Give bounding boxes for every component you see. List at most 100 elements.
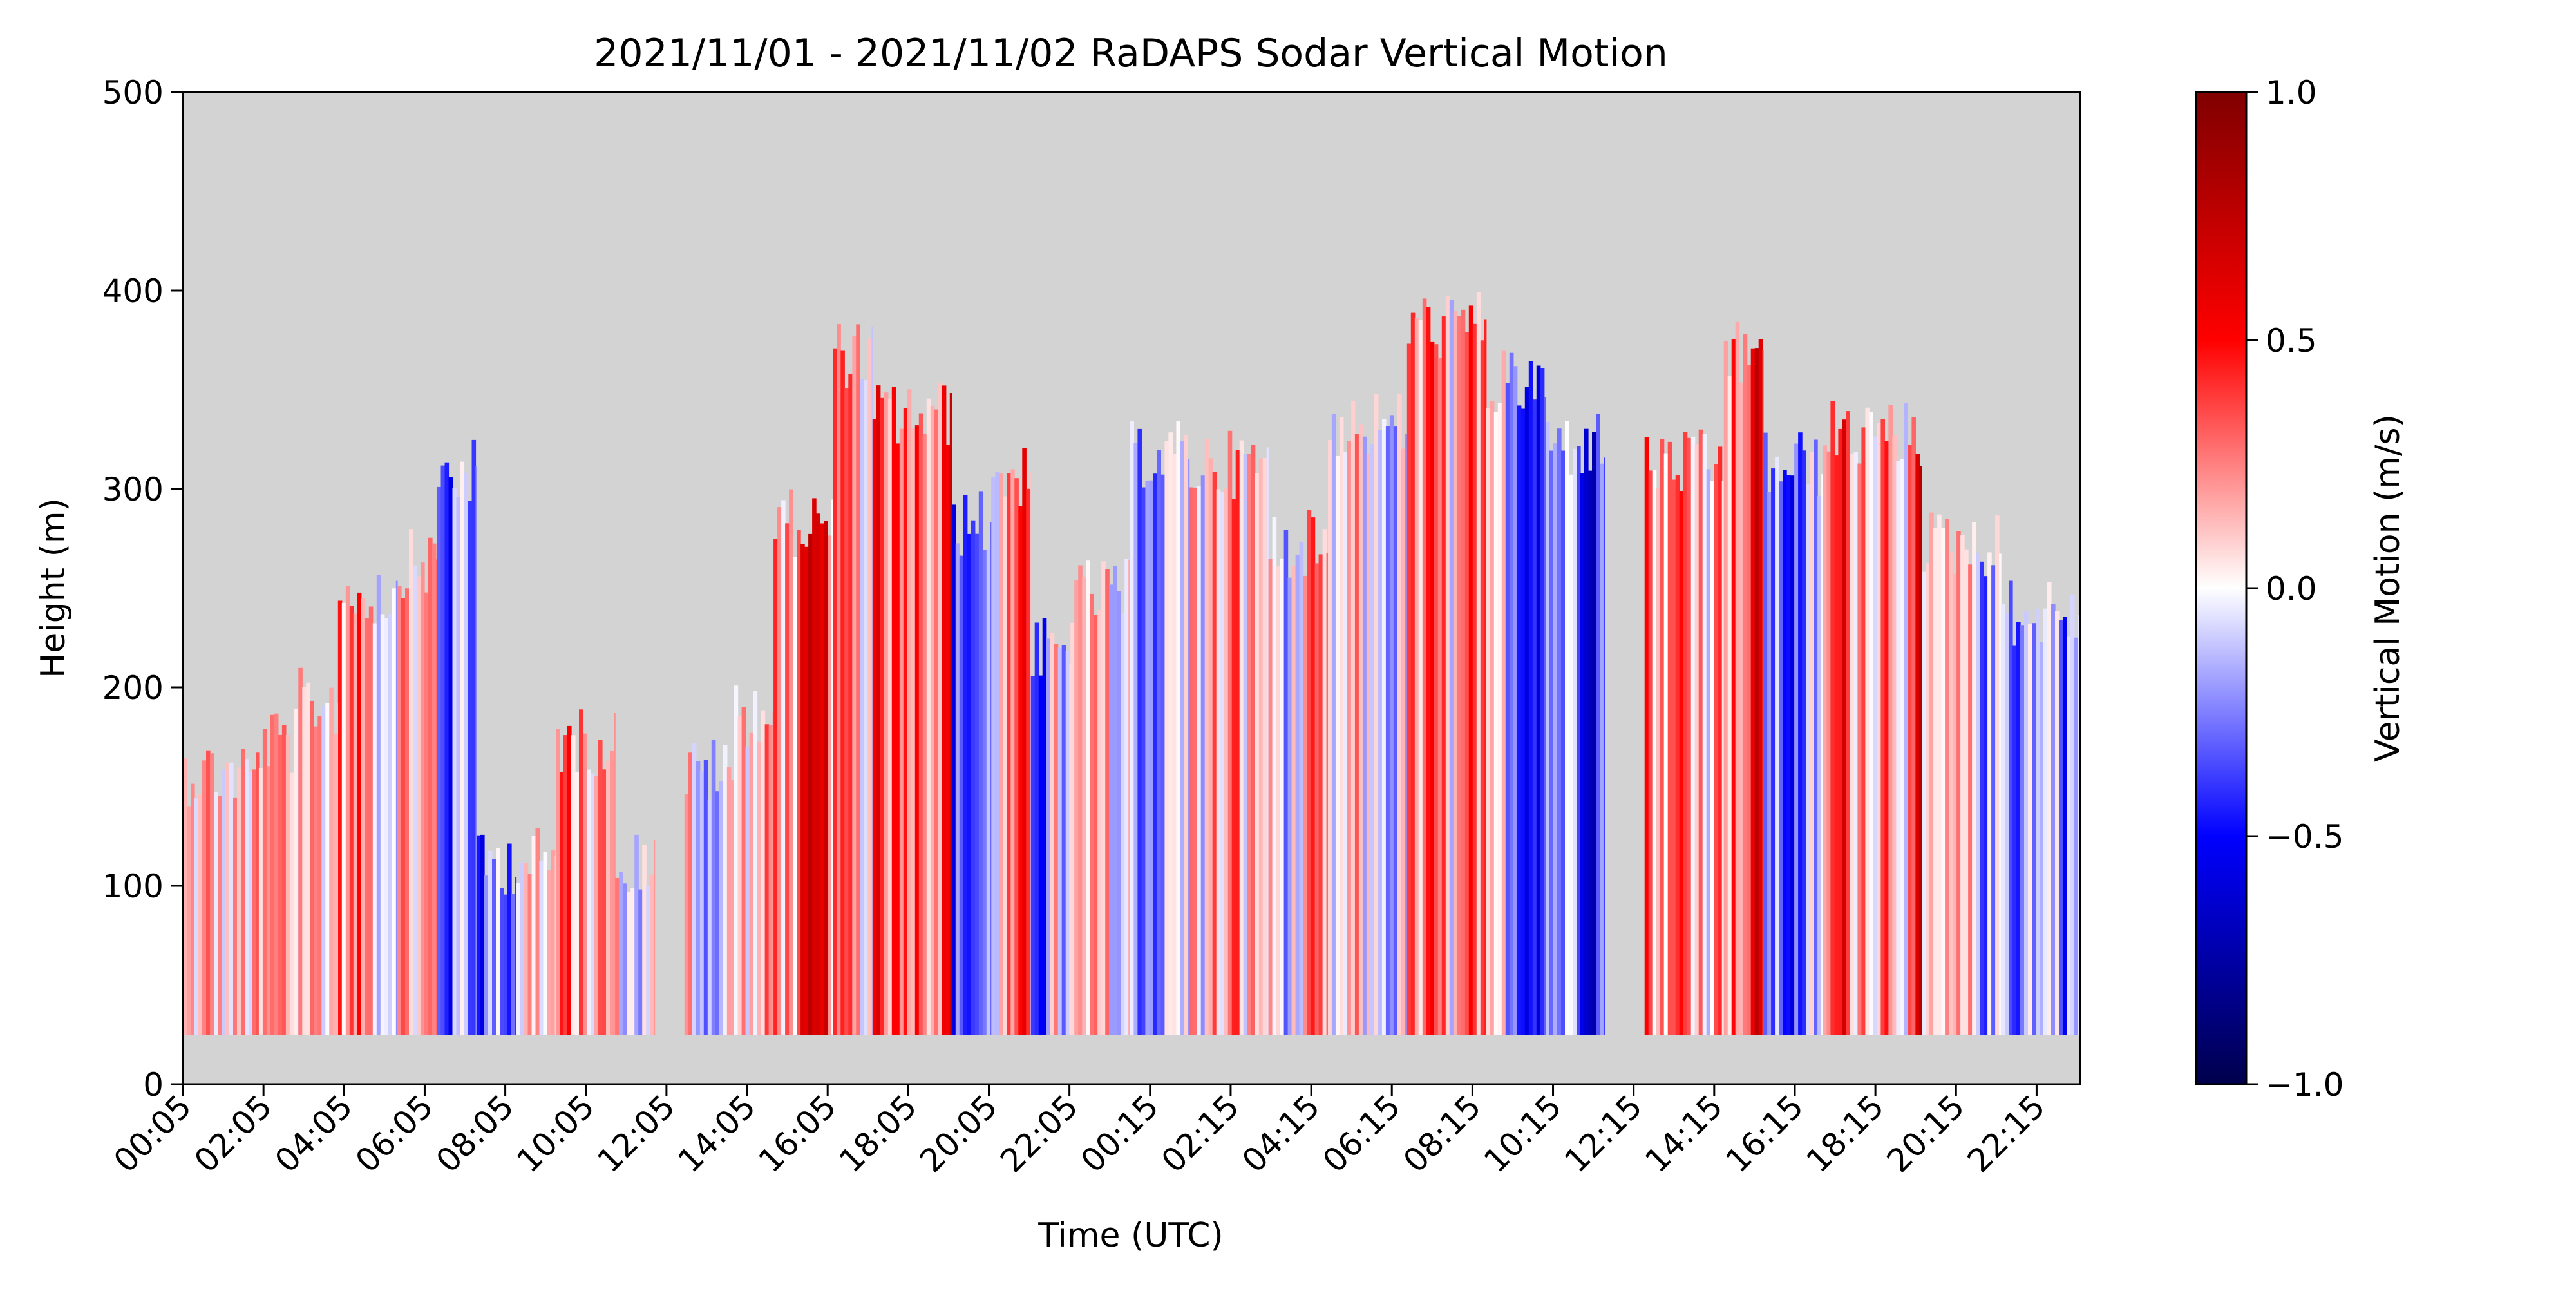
heatmap-cell: [1775, 456, 1779, 1035]
heatmap-cell: [1130, 421, 1134, 1035]
heatmap-cell: [1378, 430, 1383, 1035]
heatmap-cell: [492, 859, 497, 1035]
heatmap-cell: [1561, 450, 1566, 1035]
heatmap-cell: [1243, 454, 1248, 1035]
heatmap-cell: [812, 498, 817, 1035]
heatmap-cell: [1283, 530, 1289, 1035]
heatmap-cell: [1065, 651, 1070, 1035]
heatmap-cell: [741, 707, 746, 1035]
heatmap-cell: [1656, 488, 1661, 1035]
heatmap-cell: [711, 740, 716, 1035]
colorbar-gradient: [2195, 91, 2248, 1085]
y-axis-label: Height (m): [34, 498, 73, 678]
heatmap-cell: [2040, 642, 2044, 1035]
heatmap-cell: [1157, 450, 1161, 1035]
heatmap-cell: [1287, 577, 1293, 1035]
heatmap-cell: [591, 773, 595, 1035]
heatmap-cell: [903, 408, 908, 1035]
heatmap-cell: [278, 734, 283, 1035]
heatmap-cell: [2055, 611, 2060, 1035]
heatmap-cell: [1896, 461, 1900, 1035]
heatmap-cell: [1806, 484, 1810, 1035]
heatmap-cell: [520, 863, 525, 1035]
heatmap-cell: [1667, 441, 1672, 1035]
heatmap-cell: [726, 767, 732, 1035]
heatmap-cell: [1850, 454, 1854, 1035]
heatmap-cell: [1821, 474, 1823, 1035]
heatmap-cell: [1069, 664, 1071, 1035]
heatmap-cell: [1200, 475, 1206, 1035]
heatmap-cell: [615, 877, 620, 1035]
heatmap-cell: [289, 772, 294, 1035]
heatmap-cell: [1097, 609, 1102, 1035]
heatmap-cell: [614, 713, 616, 1035]
heatmap-cell: [749, 732, 754, 1035]
heatmap-cell: [2047, 582, 2052, 1035]
heatmap-cell: [1354, 434, 1359, 1035]
heatmap-cell: [329, 687, 334, 1035]
heatmap-cell: [1172, 454, 1177, 1035]
heatmap-cell: [1362, 436, 1367, 1035]
y-tick-label: 200: [102, 669, 164, 707]
heatmap-cell: [1810, 452, 1814, 1035]
heatmap-cell: [401, 598, 406, 1035]
colorbar-tick-label: −1.0: [2266, 1066, 2344, 1104]
heatmap-cell: [1884, 441, 1889, 1035]
heatmap-cell: [337, 600, 343, 1035]
heatmap-cell: [2024, 611, 2029, 1035]
heatmap-cell: [1414, 317, 1419, 1035]
heatmap-cell: [206, 750, 211, 1035]
heatmap-cell: [1509, 352, 1514, 1035]
heatmap-cell: [258, 768, 263, 1035]
heatmap-cell: [575, 772, 580, 1035]
heatmap-cell: [991, 477, 996, 1035]
heatmap-cell: [1326, 553, 1329, 1035]
heatmap-cell: [384, 618, 389, 1035]
heatmap-cell: [245, 759, 249, 1035]
heatmap-cell: [995, 472, 999, 1035]
heatmap-cell: [210, 753, 214, 1035]
heatmap-cell: [1486, 408, 1491, 1035]
heatmap-cell: [1826, 451, 1831, 1035]
heatmap-cell: [1204, 438, 1209, 1035]
heatmap-cell: [871, 326, 873, 1035]
heatmap-cell: [1747, 365, 1752, 1035]
heatmap-cell: [1915, 454, 1920, 1035]
heatmap-cell: [638, 889, 643, 1035]
heatmap-cell: [1227, 430, 1233, 1035]
heatmap-cell: [753, 691, 758, 1035]
heatmap-cell: [1030, 676, 1036, 1035]
heatmap-cell: [409, 529, 413, 1035]
heatmap-cell: [2020, 625, 2025, 1035]
heatmap-cell: [1339, 417, 1344, 1035]
heatmap-cell: [471, 439, 477, 1035]
heatmap-cell: [1184, 435, 1188, 1035]
heatmap-cell: [1307, 510, 1312, 1035]
colorbar: 1.0 0.5 0.0 −0.5 −1.0 Vertical Motion (m/s): [2195, 74, 2407, 1104]
heatmap-cell: [1381, 419, 1387, 1035]
heatmap-cell: [1911, 417, 1916, 1035]
heatmap-cell: [191, 783, 195, 1035]
heatmap-cell: [1054, 644, 1059, 1035]
heatmap-cell: [777, 507, 782, 1035]
heatmap-cell: [745, 746, 750, 1035]
heatmap-cell: [1168, 432, 1173, 1035]
heatmap-cell: [1468, 305, 1473, 1035]
heatmap-cell: [1258, 458, 1264, 1035]
heatmap-cell: [1743, 334, 1748, 1035]
heatmap-cell: [256, 752, 260, 1035]
heatmap-cell: [2001, 604, 2005, 1035]
heatmap-cell: [789, 489, 793, 1035]
y-tick-label: 0: [143, 1066, 164, 1104]
heatmap-cell: [2009, 580, 2013, 1035]
heatmap-cell: [1922, 571, 1926, 1035]
heatmap-cell: [1018, 506, 1023, 1035]
heatmap-cell: [1121, 613, 1125, 1035]
heatmap-cell: [229, 762, 234, 1035]
colorbar-label: Vertical Motion (m/s): [2369, 414, 2407, 762]
y-axis: 0 100 200 300 400 500: [102, 74, 183, 1104]
heatmap-cell: [1718, 446, 1723, 1035]
heatmap-cell: [1117, 591, 1121, 1035]
heatmap-cell: [2051, 604, 2056, 1035]
